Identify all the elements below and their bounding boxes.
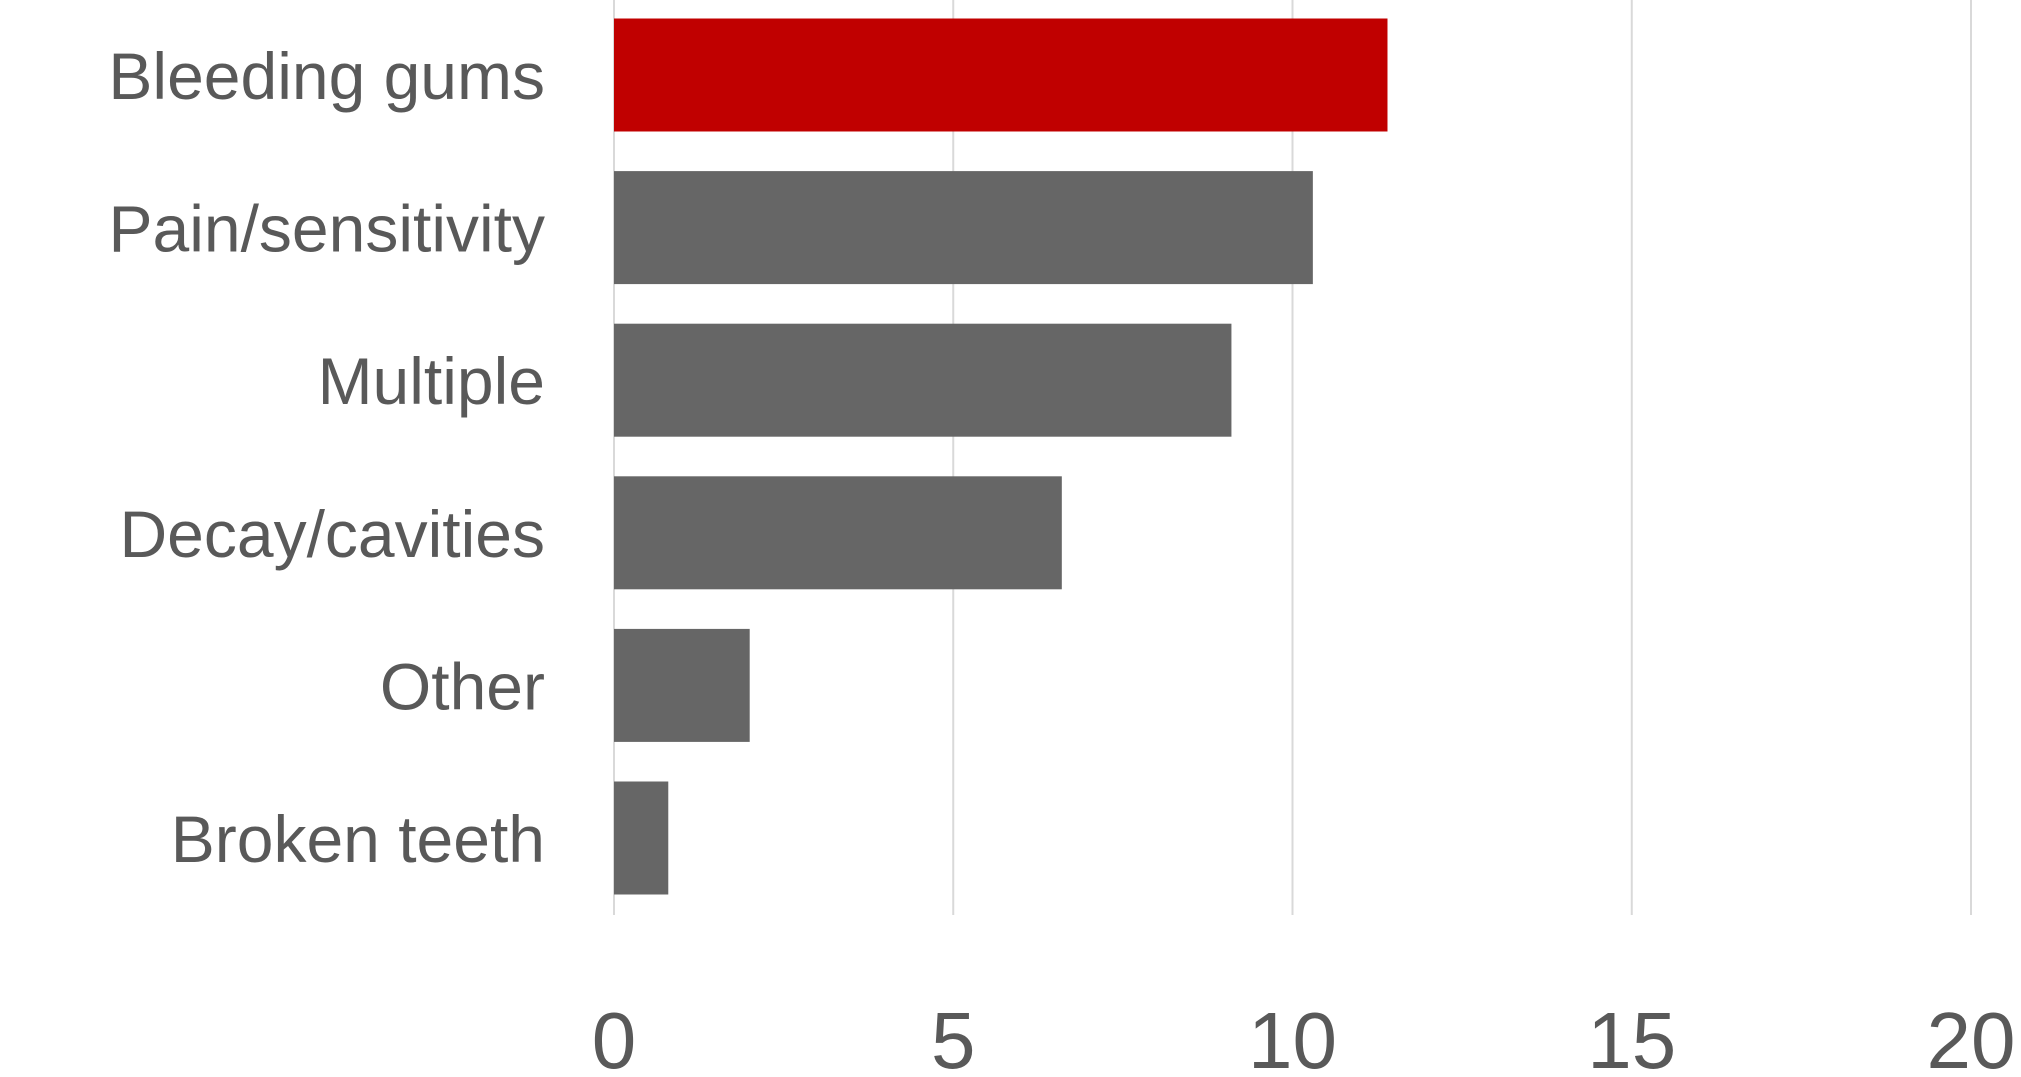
category-label: Broken teeth (171, 802, 545, 876)
x-tick-label: 0 (592, 996, 637, 1077)
bar (614, 18, 1388, 132)
category-label: Bleeding gums (108, 39, 545, 113)
bars (614, 18, 1388, 895)
category-labels: Bleeding gums Pain/sensitivity Multiple Dec… (108, 39, 545, 876)
bar (614, 781, 669, 895)
x-tick-label: 20 (1927, 996, 2016, 1077)
category-label: Other (380, 649, 545, 723)
category-label: Multiple (318, 344, 545, 418)
bar (614, 171, 1313, 285)
category-label: Decay/cavities (120, 497, 546, 571)
x-tick-label: 5 (931, 996, 976, 1077)
gridlines (613, 0, 1972, 915)
x-tick-label: 10 (1248, 996, 1337, 1077)
category-label: Pain/sensitivity (108, 192, 545, 266)
x-axis-tick-labels: 0 5 10 15 20 (592, 996, 2016, 1077)
bar (614, 323, 1232, 437)
x-tick-label: 15 (1587, 996, 1676, 1077)
bar (614, 628, 750, 742)
bar (614, 476, 1062, 590)
